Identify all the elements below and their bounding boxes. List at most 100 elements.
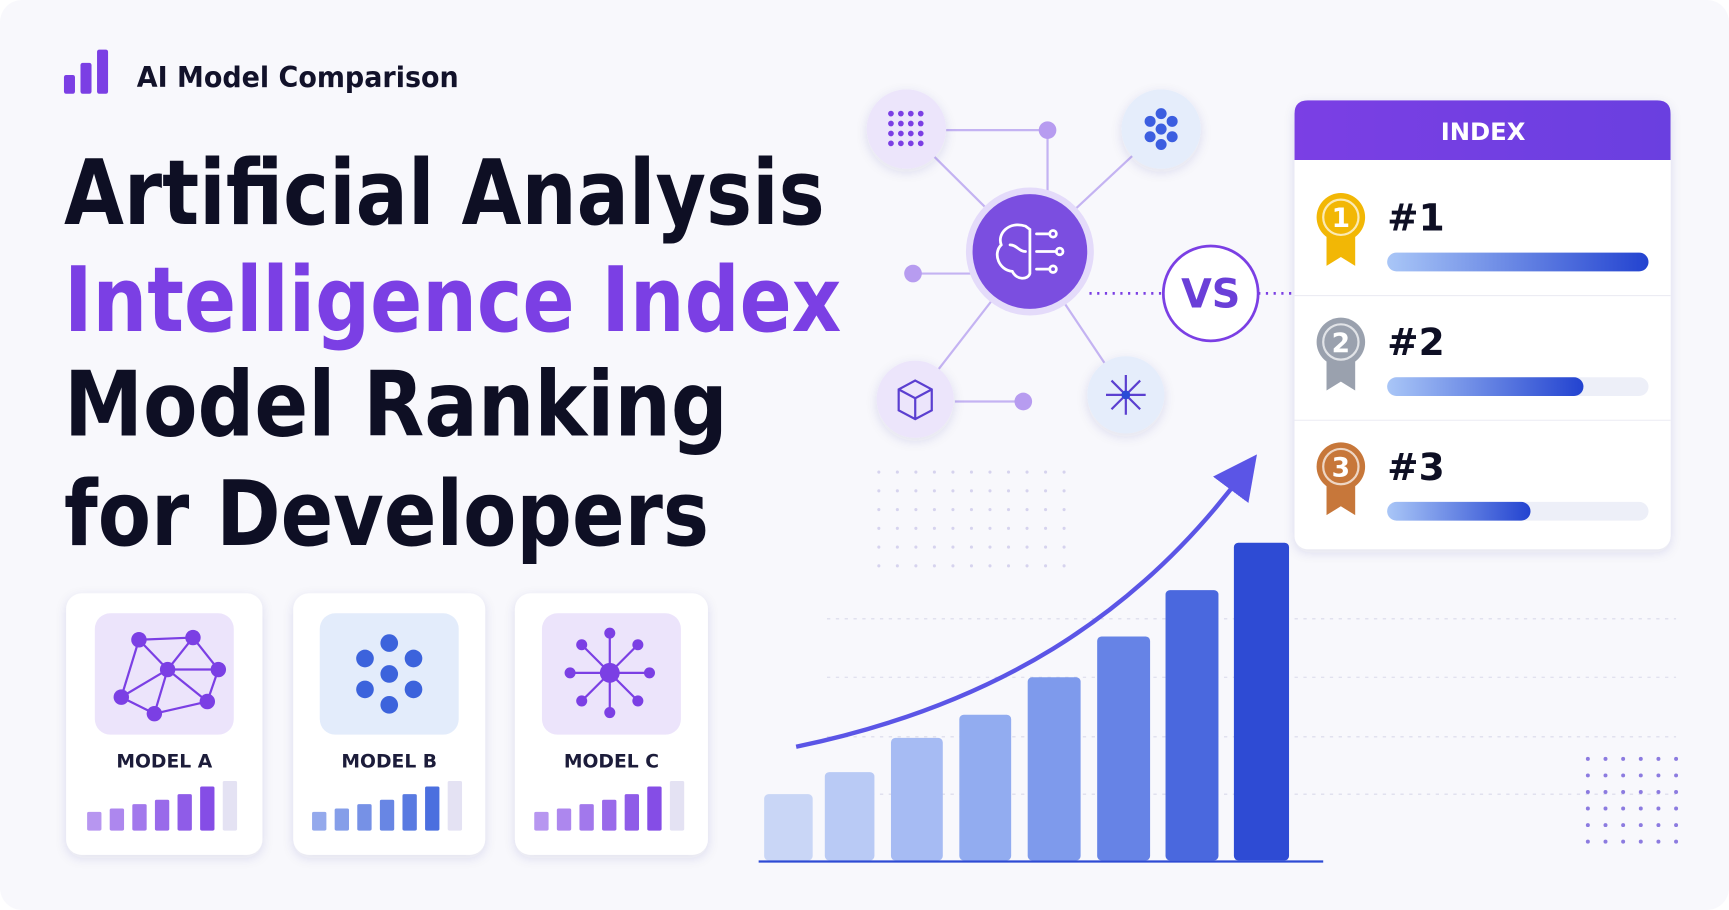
icon-node <box>604 707 616 719</box>
rank-label: #3 <box>1387 445 1444 489</box>
dot <box>1638 756 1643 761</box>
mini-bar <box>334 808 349 831</box>
dot <box>988 526 992 530</box>
dot <box>1585 806 1590 811</box>
mini-bar <box>602 799 617 831</box>
mini-bar <box>624 794 640 831</box>
mini-bar <box>132 804 147 831</box>
icon-dot <box>888 130 894 137</box>
dot <box>1674 789 1679 794</box>
header-title: AI Model Comparison <box>137 60 459 94</box>
mini-bar <box>357 804 372 831</box>
growth-bar <box>890 737 943 861</box>
dot <box>1674 806 1679 811</box>
dot <box>951 526 955 530</box>
icon-dot <box>917 130 924 137</box>
growth-bar <box>1233 542 1290 861</box>
dot <box>969 545 974 549</box>
icon-dot <box>917 140 924 147</box>
mini-bar <box>109 808 125 831</box>
dot <box>951 489 955 493</box>
icon-dot <box>907 140 914 147</box>
headline-line: for Developers <box>64 462 709 567</box>
dot <box>1025 508 1029 512</box>
mini-bar <box>402 794 417 831</box>
dot <box>969 564 974 568</box>
dot <box>932 489 936 493</box>
dot <box>1638 789 1643 794</box>
dot <box>1656 823 1661 828</box>
dot <box>988 508 992 512</box>
medal-ring <box>1322 198 1360 237</box>
icon-node <box>599 662 620 683</box>
medal-ribbon <box>1326 232 1356 266</box>
dot <box>1674 773 1679 778</box>
mini-bar <box>425 786 440 831</box>
dot <box>895 545 899 549</box>
dot <box>1006 489 1011 493</box>
dot <box>932 564 936 568</box>
dot <box>877 564 881 568</box>
dot <box>1638 823 1643 828</box>
icon-dot <box>888 120 894 127</box>
dot <box>895 470 899 474</box>
dot <box>932 545 936 549</box>
dot <box>1638 839 1643 844</box>
mini-bar <box>556 808 572 831</box>
dot <box>1603 773 1608 778</box>
icon-dot <box>1144 131 1156 143</box>
dot <box>1025 545 1029 549</box>
dot <box>895 489 899 493</box>
dot <box>1044 526 1048 530</box>
mini-bar <box>222 780 238 831</box>
icon-node <box>185 629 201 646</box>
medal-ring <box>1322 447 1360 486</box>
dot <box>1603 839 1608 844</box>
dot <box>1062 564 1066 568</box>
dot <box>1025 470 1029 474</box>
icon-edge <box>120 668 169 699</box>
network-nodes <box>866 89 1201 438</box>
icon-dot <box>907 120 914 127</box>
growth-bar <box>764 794 813 861</box>
dot <box>1044 470 1048 474</box>
icon-node <box>576 695 588 707</box>
dot <box>951 470 955 474</box>
mini-bar <box>154 799 170 831</box>
dot <box>895 508 899 512</box>
headline-line: Model Ranking <box>64 353 728 458</box>
model-cards: MODEL A MODEL B MODEL C <box>66 593 708 855</box>
dot <box>932 526 936 530</box>
icon-node <box>380 665 399 683</box>
dot <box>1621 806 1626 811</box>
dot <box>1674 839 1679 844</box>
dot <box>914 545 918 549</box>
dot <box>1044 564 1048 568</box>
mini-bar <box>379 799 395 831</box>
icon-dot <box>898 110 904 117</box>
dot <box>877 470 881 474</box>
icon-dot <box>1155 108 1167 120</box>
dot <box>1062 489 1066 493</box>
icon-dot <box>917 110 924 117</box>
medal-number: 1 <box>1332 203 1350 234</box>
dot <box>1062 508 1066 512</box>
card-icon <box>356 634 423 714</box>
dot <box>914 470 918 474</box>
dot <box>1585 756 1590 761</box>
dot <box>1585 839 1590 844</box>
dot <box>1025 526 1029 530</box>
icon-dot <box>907 110 914 117</box>
dot <box>1603 806 1608 811</box>
mini-bar <box>87 811 102 831</box>
icon-dot <box>898 120 904 127</box>
dot <box>969 526 974 530</box>
growth-bar <box>1097 636 1151 861</box>
vs-badge <box>1161 244 1260 343</box>
icon-dot <box>888 110 894 117</box>
medal-ring <box>1322 323 1360 361</box>
dot <box>914 508 918 512</box>
growth-bar <box>1165 590 1219 861</box>
dot <box>914 526 918 530</box>
